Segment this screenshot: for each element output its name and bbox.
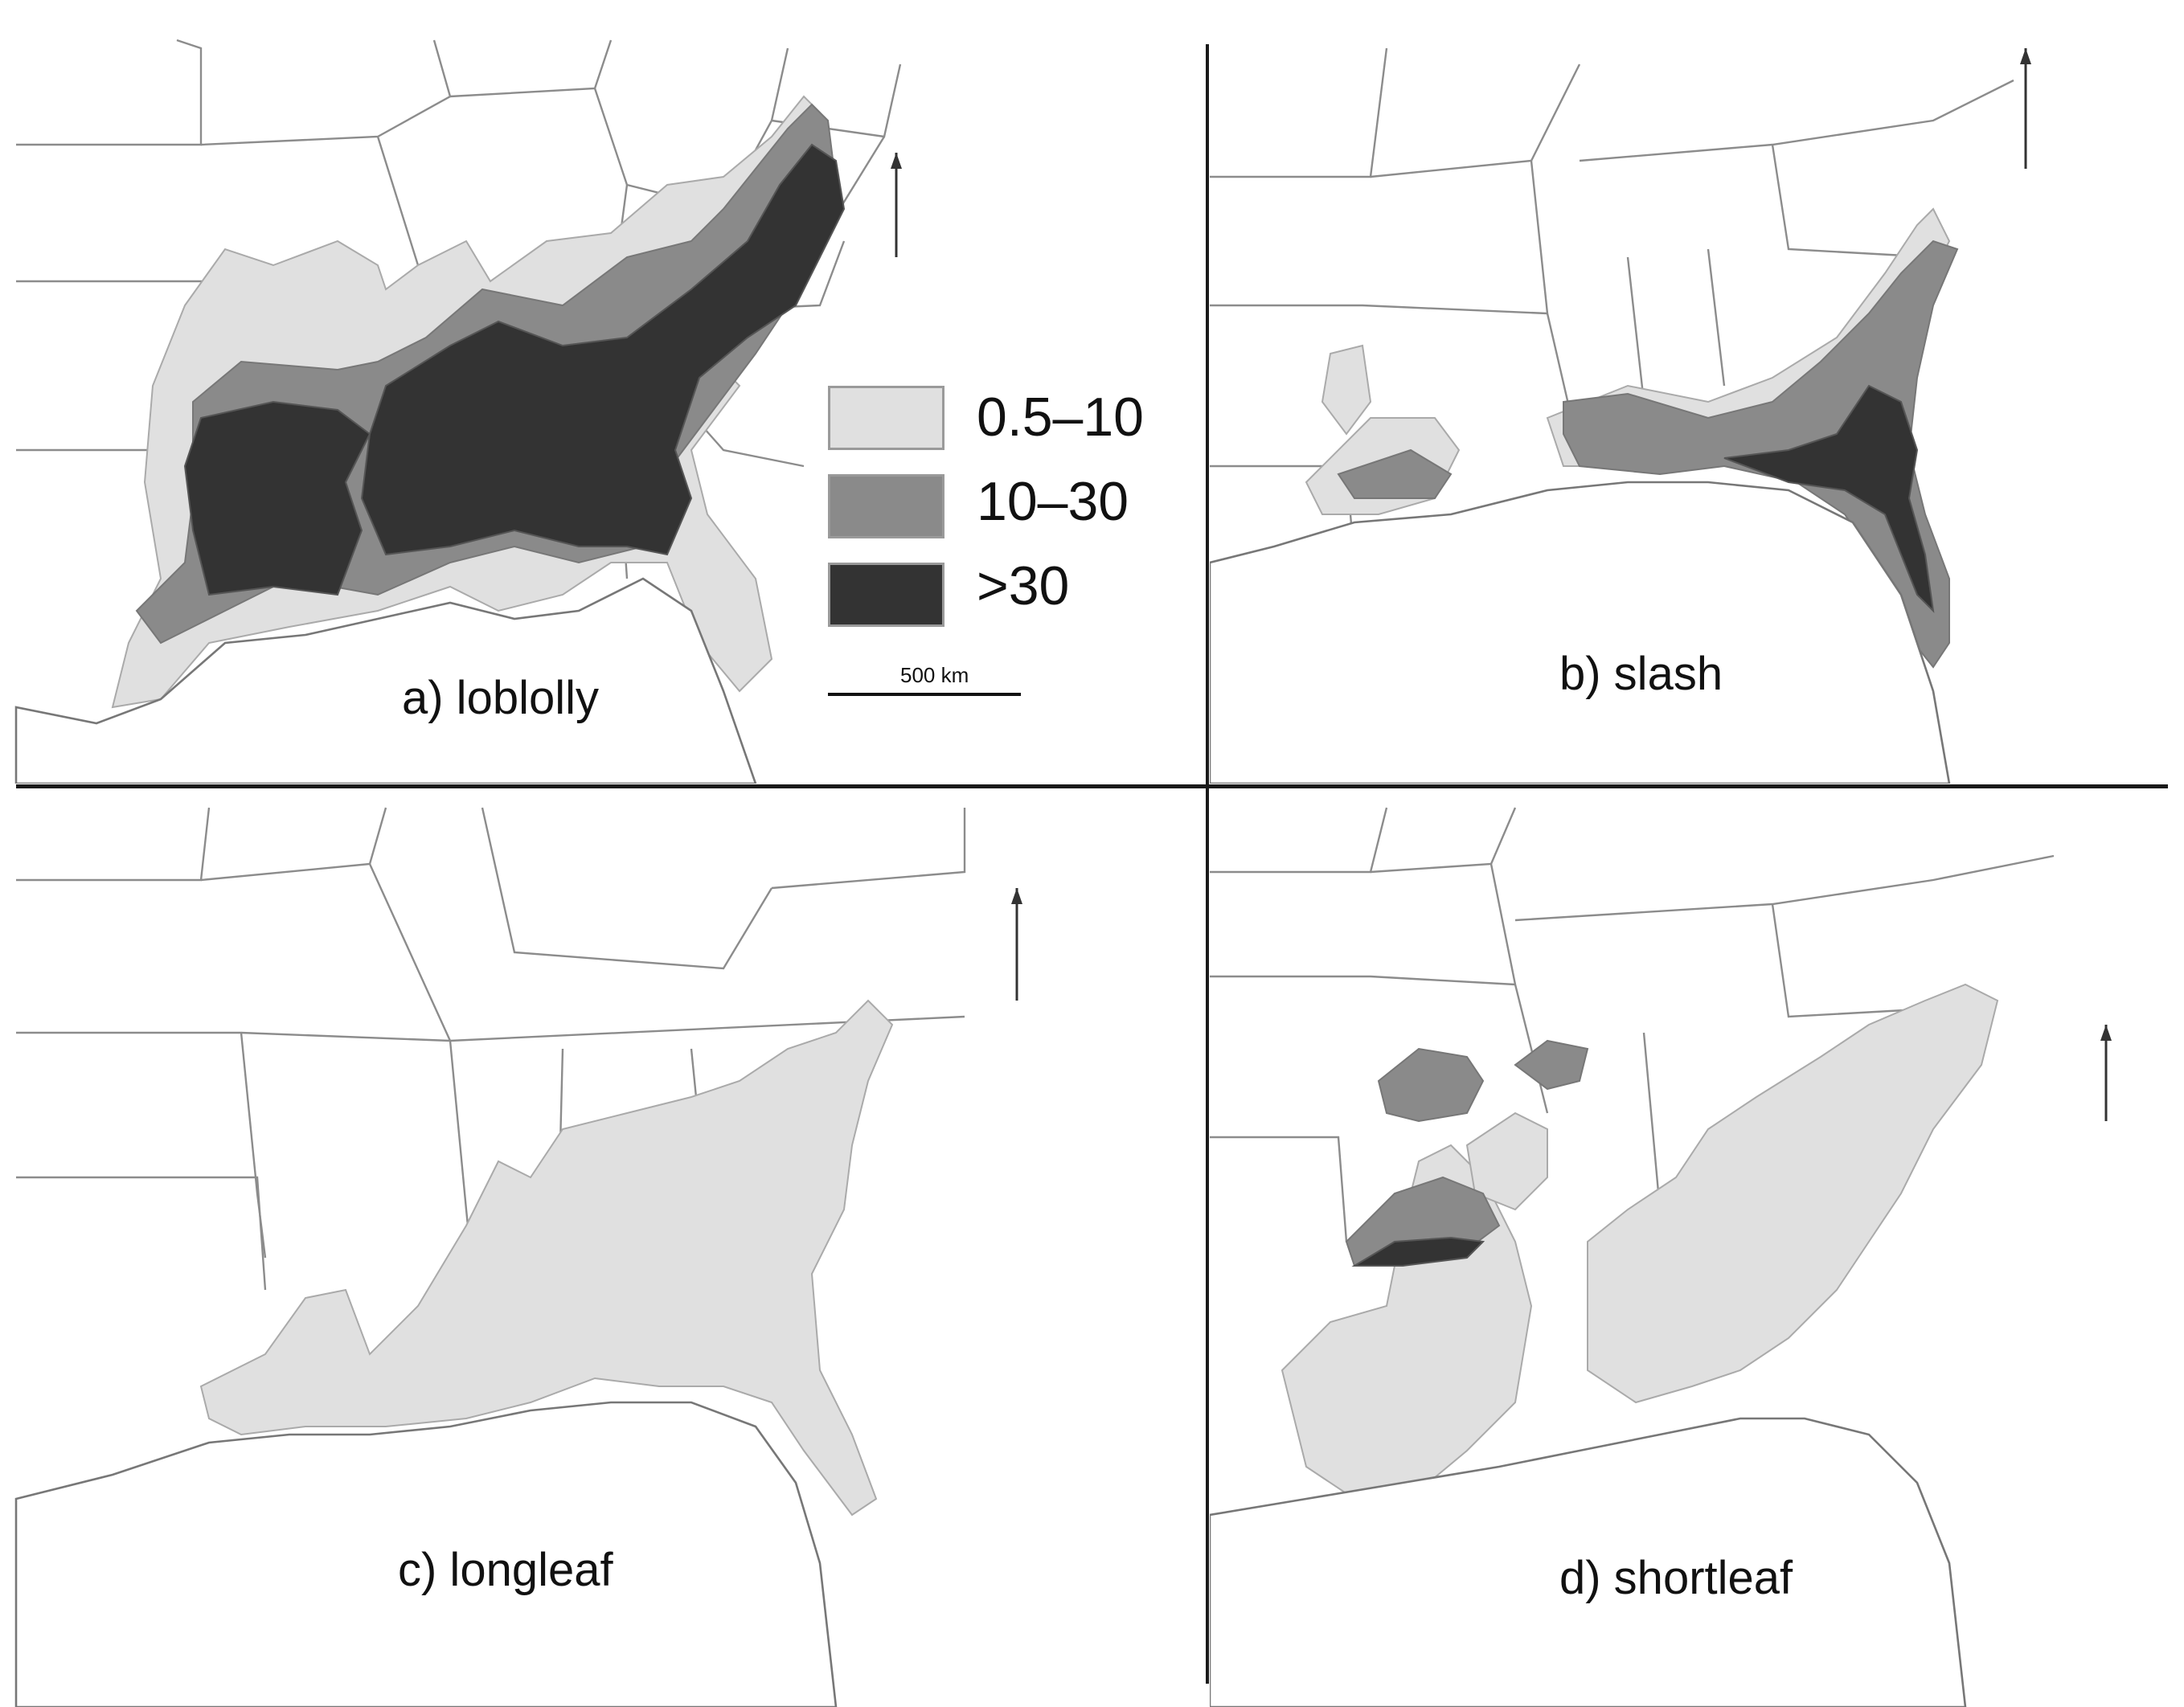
north-arrow-icon — [1011, 888, 1022, 1001]
divider-vertical — [1206, 44, 1209, 1684]
map-loblolly — [14, 39, 902, 784]
range-high-density — [1351, 1236, 1485, 1267]
divider-horizontal — [16, 784, 2168, 788]
range-medium-density — [1514, 1039, 1589, 1091]
panel-slash: b) slash — [1210, 0, 2184, 784]
legend-label-medium: 10–30 — [977, 471, 1129, 532]
map-slash — [1210, 47, 2031, 784]
range-high-density — [183, 400, 371, 596]
state-boundaries — [1210, 807, 2055, 1242]
range-low-density — [199, 999, 894, 1517]
legend-swatch-medium — [828, 474, 944, 538]
gulf-coast — [1210, 481, 1951, 784]
scalebar-label: 500 km — [900, 663, 969, 687]
gulf-coast — [14, 577, 757, 784]
map-longleaf — [14, 807, 1022, 1707]
legend-swatch-low — [828, 386, 944, 450]
range-medium-density — [1337, 448, 1453, 499]
range-high-density — [360, 143, 846, 556]
range-low-density — [1321, 344, 1372, 436]
panel-loblolly: 0.5–10 10–30 >30 500 km a) loblolly — [0, 0, 1206, 784]
range-medium-density — [1377, 1047, 1485, 1123]
scalebar — [828, 693, 1021, 696]
gulf-coast — [14, 1401, 838, 1707]
gulf-coast — [1210, 1417, 1967, 1707]
legend-label-low: 0.5–10 — [977, 387, 1144, 448]
panel-label-shortleaf: d) shortleaf — [1559, 1552, 1793, 1604]
panel-label-slash: b) slash — [1559, 648, 1723, 700]
legend-label-high: >30 — [977, 555, 1070, 616]
range-low-density — [1587, 983, 1999, 1404]
legend-swatch-high — [828, 563, 944, 627]
north-arrow-icon — [2020, 48, 2031, 169]
north-arrow-icon — [2100, 1025, 2112, 1121]
range-high-density — [1723, 384, 1935, 613]
panel-shortleaf: d) shortleaf — [1210, 792, 2184, 1707]
panel-label-loblolly: a) loblolly — [402, 672, 599, 724]
map-shortleaf — [1210, 807, 2112, 1707]
panel-label-longleaf: c) longleaf — [398, 1544, 613, 1596]
panel-longleaf: c) longleaf — [0, 792, 1206, 1707]
north-arrow-icon — [891, 153, 902, 257]
